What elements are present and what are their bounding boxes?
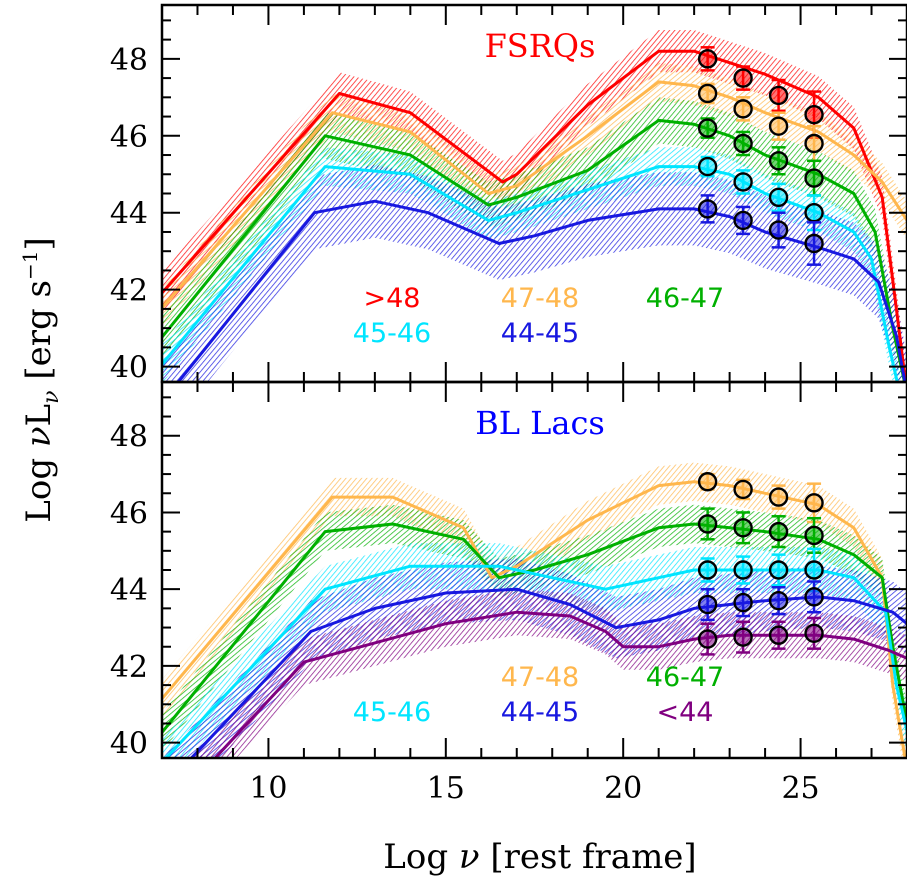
point-47-48 [804, 482, 824, 524]
point-44-45 [697, 587, 718, 622]
point-47-48 [697, 82, 718, 105]
legend-label-gt48: >48 [364, 283, 421, 314]
point-45-46 [733, 169, 753, 195]
y-tick-label: 46 [110, 120, 148, 155]
legend-label-lt44: <44 [657, 697, 714, 728]
point-47-48 [733, 96, 753, 122]
legend-label-45-46: 45-46 [353, 697, 431, 728]
point-46-47 [697, 507, 718, 541]
point-gt48 [733, 65, 753, 91]
curve-45-46 [162, 165, 899, 382]
x-tick-label: 10 [249, 771, 287, 806]
panel-bl-lacs: BL Lacs 47-48 46-47 45-46 44-45 <44 [162, 404, 907, 758]
point-46-47 [804, 516, 824, 554]
y-tick-label: 46 [110, 496, 148, 531]
band-lt44 [193, 589, 907, 758]
point-44-45 [733, 587, 753, 618]
y-tick-label: 48 [110, 43, 148, 78]
point-46-47 [697, 117, 718, 139]
legend-label-47-48: 47-48 [501, 662, 579, 693]
panel-title: BL Lacs [475, 404, 605, 442]
point-45-46 [768, 553, 789, 587]
legend-label-46-47: 46-47 [646, 662, 724, 693]
point-46-47 [733, 130, 753, 157]
legend-label-44-45: 44-45 [501, 318, 579, 349]
legend-label-47-48: 47-48 [501, 283, 579, 314]
x-tick-label: 25 [781, 771, 819, 806]
legend: >48 47-48 46-47 45-46 44-45 [353, 283, 724, 349]
data-points [697, 46, 824, 266]
point-46-47 [733, 511, 753, 545]
point-lt44 [733, 620, 753, 654]
y-tick-label: 40 [110, 727, 148, 762]
data-points [697, 472, 824, 656]
point-45-46 [768, 182, 789, 213]
axes-frame: 40 42 44 46 48 10 15 20 25 [110, 380, 907, 806]
point-lt44 [804, 616, 824, 650]
point-45-46 [733, 555, 753, 585]
curve-47-48 [162, 480, 907, 758]
point-45-46 [697, 557, 718, 583]
point-47-48 [697, 472, 718, 492]
point-lt44 [768, 620, 789, 650]
point-46-47 [768, 515, 789, 549]
point-47-48 [733, 478, 753, 501]
point-lt44 [697, 622, 718, 656]
band-45-46 [162, 147, 900, 382]
point-44-45 [733, 205, 753, 236]
curve-44-45 [176, 199, 907, 382]
curve-46-47 [162, 118, 907, 382]
y-tick-label: 44 [110, 197, 148, 232]
legend: 47-48 46-47 45-46 44-45 <44 [353, 662, 724, 728]
point-47-48 [768, 111, 789, 141]
point-47-48 [768, 484, 789, 510]
x-tick-label: 20 [604, 771, 642, 806]
point-44-45 [768, 211, 789, 249]
point-44-45 [804, 580, 824, 614]
curve-lt44 [213, 610, 907, 758]
x-axis-title: Log ν [rest frame] [383, 837, 696, 877]
band-44-45 [162, 558, 907, 758]
curve-45-46 [163, 564, 907, 758]
point-46-47 [768, 146, 789, 176]
point-45-46 [697, 155, 718, 178]
y-tick-label: 42 [110, 650, 148, 685]
y-tick-label: 42 [110, 274, 148, 309]
curve-46-47 [162, 522, 907, 735]
y-tick-label: 40 [110, 351, 148, 386]
point-gt48 [804, 90, 824, 139]
x-tick-label: 15 [427, 771, 465, 806]
curve-44-45 [189, 587, 907, 758]
legend-label-46-47: 46-47 [646, 283, 724, 314]
y-tick-label: 44 [110, 573, 148, 608]
point-44-45 [804, 221, 824, 266]
band-44-45 [162, 164, 907, 382]
y-tick-label: 48 [110, 420, 148, 455]
panel-fsrqs: FSRQs >48 47-48 46-47 45-46 44-45 [162, 27, 907, 382]
legend-label-44-45: 44-45 [501, 697, 579, 728]
point-44-45 [768, 586, 789, 616]
point-gt48 [697, 46, 718, 72]
panel-title: FSRQs [485, 27, 596, 65]
legend-label-45-46: 45-46 [353, 318, 431, 349]
curve-47-48 [162, 80, 907, 311]
point-gt48 [768, 78, 789, 113]
y-axis-title: Log νLν [erg s−1] [18, 237, 64, 522]
point-44-45 [697, 194, 718, 224]
